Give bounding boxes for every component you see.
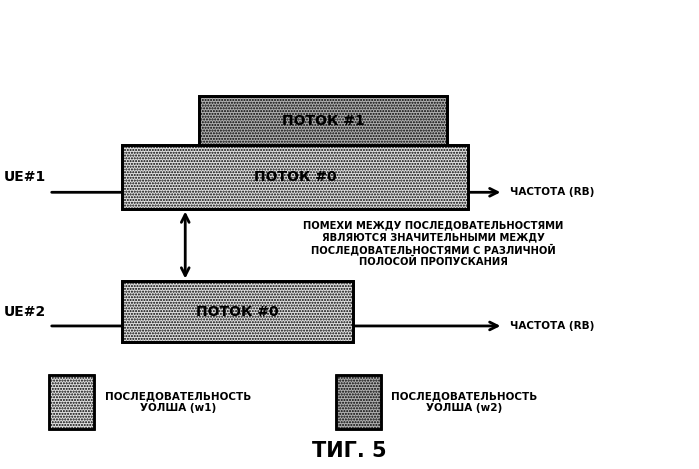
Bar: [199, 96, 447, 145]
Bar: [49, 375, 94, 429]
Bar: [122, 145, 468, 209]
Bar: [122, 281, 353, 342]
Text: UE#2: UE#2: [3, 305, 45, 319]
Text: ПОСЛЕДОВАТЕЛЬНОСТЬ
УОЛША (w2): ПОСЛЕДОВАТЕЛЬНОСТЬ УОЛША (w2): [391, 391, 538, 413]
Bar: [199, 96, 447, 145]
Text: ПОСЛЕДОВАТЕЛЬНОСТЬ
УОЛША (w1): ПОСЛЕДОВАТЕЛЬНОСТЬ УОЛША (w1): [105, 391, 251, 413]
Text: ΤИГ. 5: ΤИГ. 5: [312, 440, 387, 461]
Text: ЧАСТОТА (RB): ЧАСТОТА (RB): [510, 187, 595, 197]
Text: ПОТОК #1: ПОТОК #1: [282, 114, 365, 128]
Bar: [336, 375, 381, 429]
Text: ПОМЕХИ МЕЖДУ ПОСЛЕДОВАТЕЛЬНОСТЯМИ
ЯВЛЯЮТСЯ ЗНАЧИТЕЛЬНЫМИ МЕЖДУ
ПОСЛЕДОВАТЕЛЬНОСТ: ПОМЕХИ МЕЖДУ ПОСЛЕДОВАТЕЛЬНОСТЯМИ ЯВЛЯЮТ…: [303, 220, 563, 267]
Text: UE#1: UE#1: [3, 170, 45, 184]
Bar: [336, 375, 381, 429]
Bar: [122, 281, 353, 342]
Text: ПОТОК #0: ПОТОК #0: [254, 170, 337, 184]
Bar: [49, 375, 94, 429]
Text: ЧАСТОТА (RB): ЧАСТОТА (RB): [510, 321, 595, 331]
Bar: [122, 145, 468, 209]
Text: ПОТОК #0: ПОТОК #0: [196, 305, 279, 319]
